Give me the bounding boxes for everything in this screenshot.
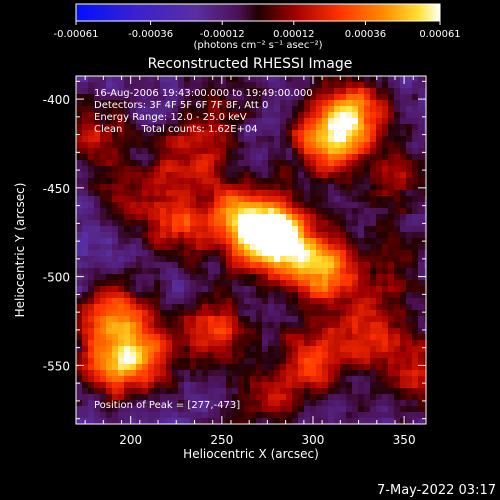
heatmap-image bbox=[76, 76, 426, 424]
x-tick-label: 200 bbox=[119, 433, 142, 447]
colorbar-tick-label: 0.00012 bbox=[273, 29, 314, 40]
y-axis: -400 -450 -500 -550 bbox=[43, 80, 426, 420]
colorbar-tick-label: 0.00061 bbox=[419, 29, 460, 40]
x-tick-label: 300 bbox=[302, 433, 325, 447]
colorbar-tick-label: -0.00036 bbox=[128, 29, 173, 40]
y-axis-label: Heliocentric Y (arcsec) bbox=[13, 183, 27, 318]
colorbar: -0.00061 -0.00036 -0.00012 0.00012 0.00036 0.… bbox=[54, 3, 461, 51]
colorbar-tick-label: 0.00036 bbox=[345, 29, 386, 40]
annotation-detectors: Detectors: 3F 4F 5F 6F 7F 8F, Att 0 bbox=[94, 100, 268, 111]
chart-title: Reconstructed RHESSI Image bbox=[148, 56, 353, 72]
y-tick-label: -500 bbox=[43, 271, 70, 285]
annotation-clean-counts: Clean Total counts: 1.62E+04 bbox=[94, 124, 258, 135]
y-tick-label: -400 bbox=[43, 93, 70, 107]
colorbar-units: (photons cm⁻² s⁻¹ asec⁻²) bbox=[193, 40, 322, 51]
colorbar-tick-label: -0.00061 bbox=[54, 29, 99, 40]
overlay-annotations: 16-Aug-2006 19:43:00.000 to 19:49:00.000… bbox=[94, 88, 313, 411]
annotation-time-range: 16-Aug-2006 19:43:00.000 to 19:49:00.000 bbox=[94, 88, 313, 99]
timestamp: 7-May-2022 03:17 bbox=[377, 483, 496, 498]
y-tick-label: -550 bbox=[43, 359, 70, 373]
annotation-energy-range: Energy Range: 12.0 - 25.0 keV bbox=[94, 112, 247, 123]
x-axis: 200 250 300 350 bbox=[84, 76, 416, 447]
colorbar-gradient bbox=[75, 3, 441, 22]
y-tick-label: -450 bbox=[43, 182, 70, 196]
plot-frame bbox=[75, 75, 427, 425]
x-axis-label: Heliocentric X (arcsec) bbox=[183, 447, 319, 461]
annotation-peak-position: Position of Peak = [277,-473] bbox=[94, 400, 240, 411]
x-tick-label: 350 bbox=[393, 433, 416, 447]
x-tick-label: 250 bbox=[210, 433, 233, 447]
colorbar-tick-label: -0.00012 bbox=[200, 29, 245, 40]
colorbar-ticks: -0.00061 -0.00036 -0.00012 0.00012 0.00036 0.… bbox=[54, 21, 461, 40]
